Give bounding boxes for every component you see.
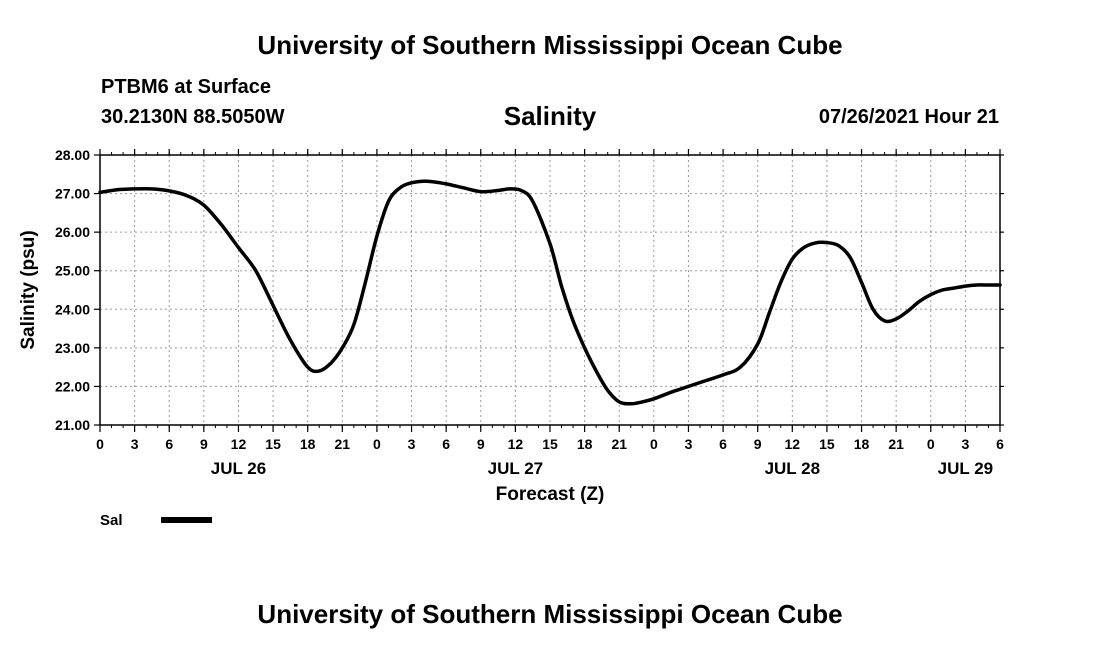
- station-coordinates: 30.2130N 88.5050W: [101, 106, 285, 128]
- x-tick-label: 6: [719, 436, 727, 452]
- grid-lines: [100, 155, 1000, 425]
- footer-title: University of Southern Mississippi Ocean…: [257, 599, 843, 629]
- y-tick-label: 21.00: [55, 417, 90, 433]
- x-tick-label: 15: [819, 436, 835, 452]
- x-day-label: JUL 29: [938, 459, 993, 478]
- x-tick-label: 0: [927, 436, 935, 452]
- station-label: PTBM6 at Surface: [101, 76, 272, 98]
- x-day-label: JUL 27: [488, 459, 543, 478]
- x-tick-label: 15: [265, 436, 281, 452]
- run-time: 07/26/2021 Hour 21: [818, 106, 999, 128]
- x-axis-label: Forecast (Z): [496, 484, 605, 505]
- page-title: University of Southern Mississippi Ocean…: [257, 30, 843, 60]
- x-tick-label: 12: [508, 436, 524, 452]
- x-tick-label: 3: [408, 436, 416, 452]
- y-tick-label: 27.00: [55, 186, 90, 202]
- series-line-sal: [98, 179, 1002, 406]
- x-day-label: JUL 28: [765, 459, 820, 478]
- x-tick-label: 6: [442, 436, 450, 452]
- x-tick-label: 18: [300, 436, 316, 452]
- x-tick-label: 12: [231, 436, 247, 452]
- y-axis-label: Salinity (psu): [18, 230, 39, 349]
- chart-title: Salinity: [503, 101, 597, 131]
- x-tick-label: 18: [854, 436, 870, 452]
- x-tick-label: 15: [542, 436, 558, 452]
- y-tick-label: 25.00: [55, 263, 90, 279]
- y-tick-label: 23.00: [55, 340, 90, 356]
- x-tick-label: 12: [785, 436, 801, 452]
- x-tick-label: 21: [888, 436, 904, 452]
- x-tick-label: 21: [335, 436, 351, 452]
- axis-ticks: 21.00 22.00 23.00 24.00 25.00 26.00 27.00 28.00…: [55, 147, 1004, 478]
- x-tick-label: 0: [373, 436, 381, 452]
- x-tick-label: 3: [131, 436, 139, 452]
- x-tick-label: 9: [477, 436, 485, 452]
- x-tick-label: 21: [611, 436, 627, 452]
- x-tick-label: 0: [650, 436, 658, 452]
- x-day-label: JUL 26: [211, 459, 266, 478]
- x-tick-label: 9: [200, 436, 208, 452]
- legend-label-sal: Sal: [100, 512, 123, 529]
- x-tick-label: 9: [754, 436, 762, 452]
- y-tick-label: 28.00: [55, 147, 90, 163]
- y-tick-label: 24.00: [55, 301, 90, 317]
- x-tick-label: 6: [996, 436, 1004, 452]
- x-tick-label: 3: [685, 436, 693, 452]
- x-tick-label: 6: [165, 436, 173, 452]
- x-tick-label: 3: [961, 436, 969, 452]
- y-tick-label: 22.00: [55, 378, 90, 394]
- x-tick-label: 18: [577, 436, 593, 452]
- y-tick-label: 26.00: [55, 224, 90, 240]
- x-tick-label: 0: [96, 436, 104, 452]
